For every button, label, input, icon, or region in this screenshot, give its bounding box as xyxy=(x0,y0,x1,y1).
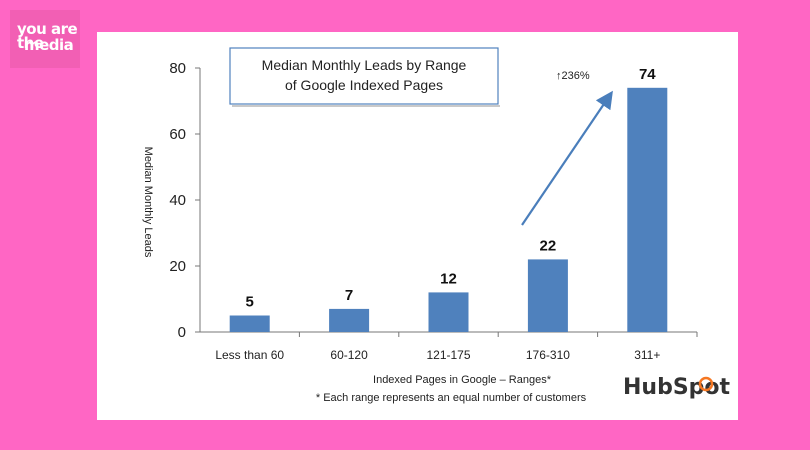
chart-title-line1: Median Monthly Leads by Range xyxy=(262,57,467,73)
x-category-label: 121-175 xyxy=(426,348,470,362)
hubspot-logo: HubSpot xyxy=(623,375,731,400)
y-tick-label: 80 xyxy=(169,60,186,77)
bar-value-label: 22 xyxy=(540,237,557,254)
bar-3 xyxy=(428,292,469,332)
x-category-label: 176-310 xyxy=(526,348,570,362)
bar-4 xyxy=(527,259,568,332)
hubspot-sprocket-icon xyxy=(698,376,714,392)
bar-value-label: 12 xyxy=(440,270,457,287)
chart-title-line2: of Google Indexed Pages xyxy=(285,77,443,93)
x-category-label: 60-120 xyxy=(330,348,368,362)
bar-value-label: 74 xyxy=(639,66,656,83)
x-category-label: 311+ xyxy=(634,348,660,362)
logo-text-line1: you are the xyxy=(17,20,78,52)
y-tick-label: 40 xyxy=(169,192,186,209)
title-box xyxy=(229,47,499,105)
bar-value-label: 5 xyxy=(246,294,254,311)
logo-text-line2: media xyxy=(24,36,74,54)
y-tick-label: 20 xyxy=(169,258,186,275)
bar-1 xyxy=(229,315,270,332)
x-axis-label: Indexed Pages in Google – Ranges* xyxy=(373,374,552,386)
y-tick-label: 0 xyxy=(178,324,186,341)
growth-arrow xyxy=(521,90,613,226)
you-are-the-media-logo: you are the media xyxy=(10,10,80,68)
bar-5 xyxy=(627,87,668,332)
y-tick-label: 60 xyxy=(169,126,186,143)
bar-value-label: 7 xyxy=(345,287,353,304)
growth-annotation: ↑236% xyxy=(556,70,590,82)
bar-2 xyxy=(329,308,370,332)
footnote: * Each range represents an equal number … xyxy=(316,392,587,404)
chart-card: Median Monthly Leads by Range of Google … xyxy=(97,32,738,420)
hubspot-logo-text: HubSpot xyxy=(623,375,731,400)
x-category-label: Less than 60 xyxy=(215,348,284,362)
y-axis-label: Median Monthly Leads xyxy=(142,147,154,258)
bar-chart: Median Monthly Leads by Range of Google … xyxy=(142,47,731,404)
